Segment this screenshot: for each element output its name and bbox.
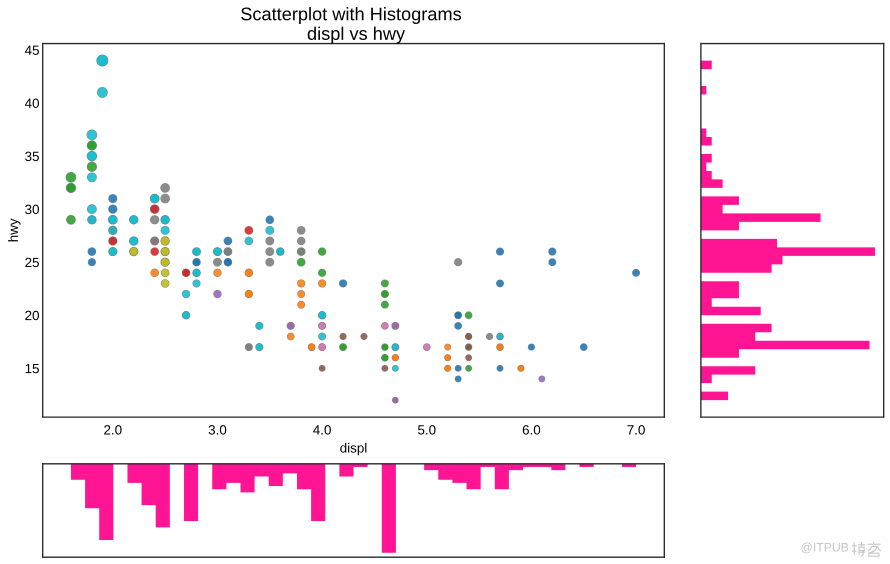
svg-text:@ITPUB: @ITPUB [801, 541, 849, 555]
